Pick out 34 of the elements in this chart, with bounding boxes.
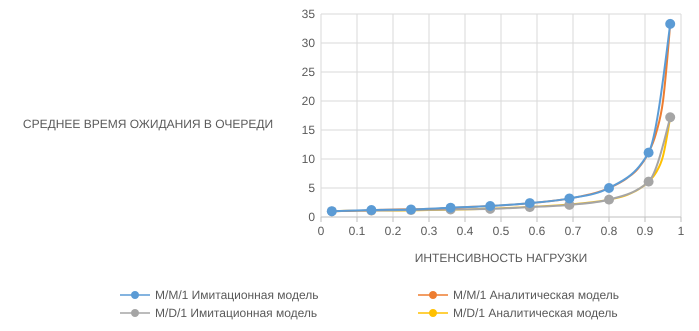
y-axis-title: СРЕДНЕЕ ВРЕМЯ ОЖИДАНИЯ В ОЧЕРЕДИ [22, 117, 274, 131]
point [564, 193, 574, 204]
x-tick-label: 0.7 [564, 224, 582, 238]
y-tick-label: 25 [302, 65, 316, 79]
point [665, 18, 676, 29]
y-tick-label: 0 [308, 210, 316, 224]
legend-label: M/M/1 Имитационная модель [155, 288, 318, 302]
x-tick-label: 0.3 [420, 224, 438, 238]
legend-label: M/M/1 Аналитическая модель [453, 288, 620, 302]
x-tick-label: 0.1 [348, 224, 366, 238]
x-tick-label: 0.2 [384, 224, 402, 238]
point [644, 148, 654, 158]
x-tick-label: 0.8 [600, 224, 618, 238]
x-tick-label: 0 [318, 224, 325, 238]
x-tick-label: 0.9 [636, 224, 654, 238]
x-axis-title: ИНТЕНСИВНОСТЬ НАГРУЗКИ [414, 251, 588, 265]
point [524, 198, 535, 208]
point [485, 200, 496, 211]
y-tick-label: 20 [302, 94, 316, 108]
point [604, 194, 614, 205]
point [604, 183, 614, 193]
x-tick-label: 0.5 [492, 224, 510, 238]
point [665, 112, 676, 122]
legend-label: M/D/1 Аналитическая модель [453, 306, 618, 320]
point [644, 176, 654, 187]
x-tick-label: 1 [678, 224, 685, 238]
y-tick-label: 5 [308, 181, 316, 195]
legend-label: M/D/1 Имитационная модель [155, 306, 318, 320]
y-tick-label: 10 [302, 152, 316, 166]
x-tick-label: 0.4 [456, 224, 474, 238]
y-tick-label: 15 [302, 123, 316, 137]
x-tick-label: 0.6 [528, 224, 546, 238]
y-tick-label: 35 [302, 7, 316, 21]
y-tick-label: 30 [302, 36, 316, 50]
